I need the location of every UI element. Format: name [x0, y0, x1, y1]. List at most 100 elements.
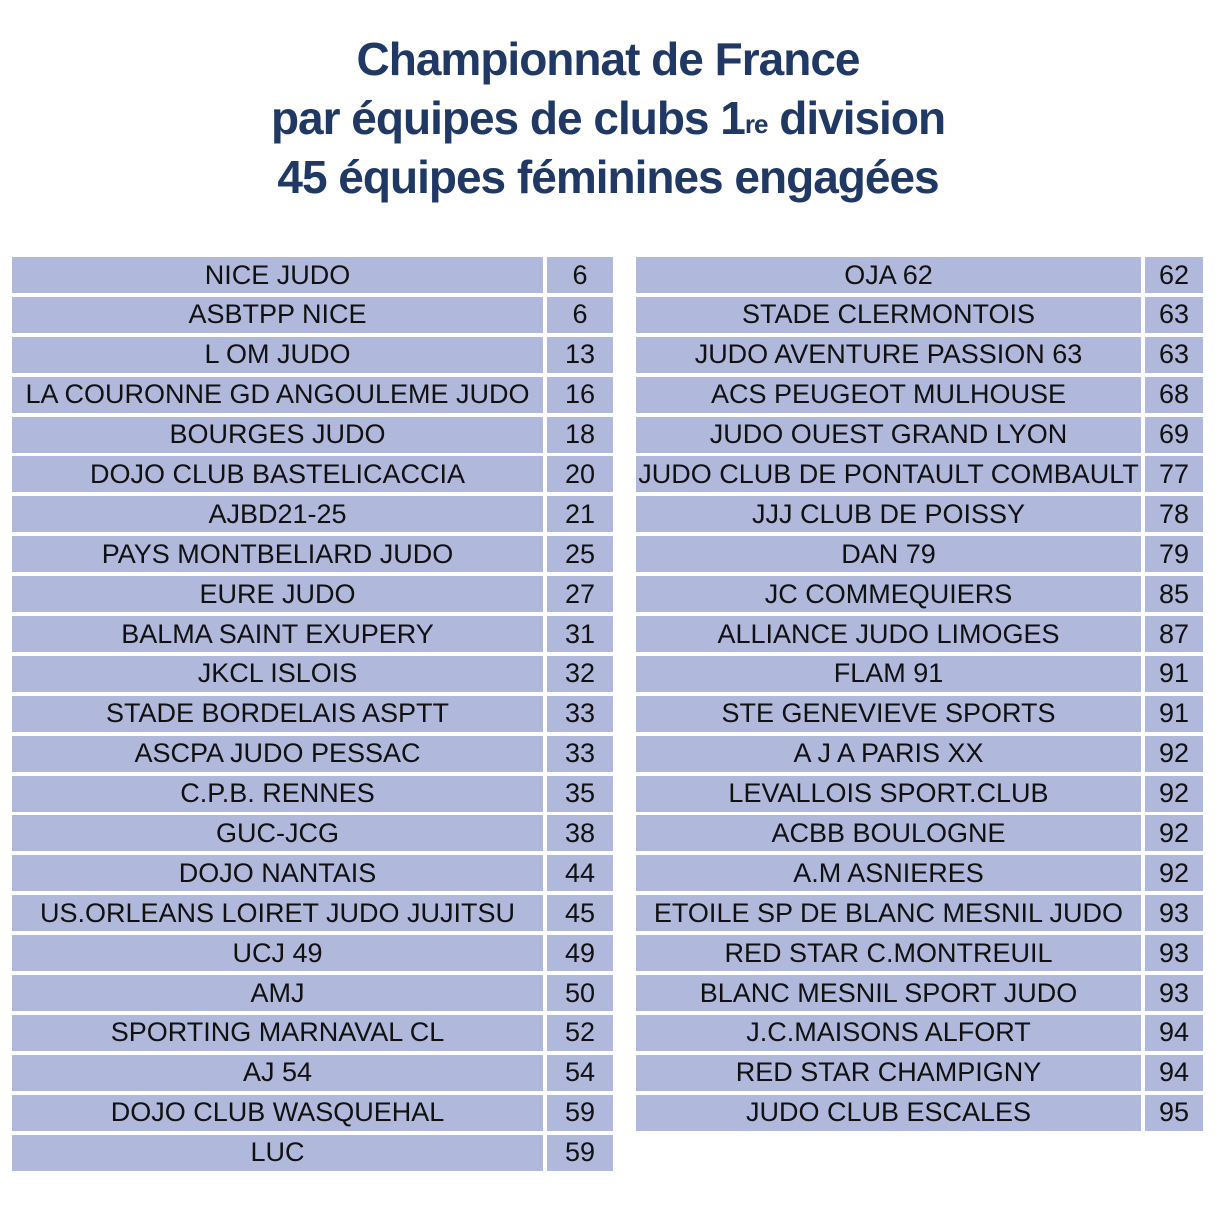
table-row: JJJ CLUB DE POISSY 78 [636, 496, 1203, 533]
title-line-1: Championnat de France [356, 33, 861, 85]
department-number-cell: 91 [1145, 695, 1203, 732]
department-number-cell: 92 [1145, 735, 1203, 772]
table-row: DAN 79 79 [636, 536, 1203, 573]
department-number-cell: 35 [547, 775, 613, 812]
club-name-cell: STE GENEVIEVE SPORTS [636, 695, 1141, 732]
club-name-cell: US.ORLEANS LOIRET JUDO JUJITSU [12, 895, 543, 932]
table-row: RED STAR C.MONTREUIL 93 [636, 935, 1203, 972]
department-number-cell: 38 [547, 815, 613, 852]
club-name-cell: UCJ 49 [12, 935, 543, 972]
department-number-cell: 54 [547, 1054, 613, 1091]
teams-table-right: OJA 62 62 STADE CLERMONTOIS 63 JUDO AVENTURE… [636, 257, 1203, 1135]
table-row: DOJO CLUB WASQUEHAL 59 [12, 1094, 613, 1131]
department-number-cell: 33 [547, 695, 613, 732]
table-row: J.C.MAISONS ALFORT 94 [636, 1014, 1203, 1051]
table-row: L OM JUDO 13 [12, 336, 613, 373]
table-row: AJBD21-25 21 [12, 496, 613, 533]
table-row: FLAM 91 91 [636, 655, 1203, 692]
club-name-cell: PAYS MONTBELIARD JUDO [12, 536, 543, 573]
club-name-cell: L OM JUDO [12, 336, 543, 373]
title-line-2-end: division [767, 92, 946, 144]
table-row: DOJO NANTAIS 44 [12, 855, 613, 892]
department-number-cell: 68 [1145, 376, 1203, 413]
club-name-cell: JJJ CLUB DE POISSY [636, 496, 1141, 533]
department-number-cell: 52 [547, 1014, 613, 1051]
table-row: GUC-JCG 38 [12, 815, 613, 852]
title-line-3: 45 équipes féminines engagées [277, 151, 939, 203]
club-name-cell: NICE JUDO [12, 257, 543, 293]
table-row: AJ 54 54 [12, 1054, 613, 1091]
department-number-cell: 94 [1145, 1054, 1203, 1091]
table-row: ACS PEUGEOT MULHOUSE 68 [636, 376, 1203, 413]
department-number-cell: 93 [1145, 975, 1203, 1012]
department-number-cell: 93 [1145, 895, 1203, 932]
table-row: BOURGES JUDO 18 [12, 416, 613, 453]
table-row: STADE BORDELAIS ASPTT 33 [12, 695, 613, 732]
table-row: ASBTPP NICE 6 [12, 296, 613, 333]
department-number-cell: 77 [1145, 456, 1203, 493]
club-name-cell: ASBTPP NICE [12, 296, 543, 333]
club-name-cell: ACS PEUGEOT MULHOUSE [636, 376, 1141, 413]
department-number-cell: 63 [1145, 296, 1203, 333]
department-number-cell: 95 [1145, 1094, 1203, 1131]
club-name-cell: ETOILE SP DE BLANC MESNIL JUDO [636, 895, 1141, 932]
department-number-cell: 18 [547, 416, 613, 453]
department-number-cell: 33 [547, 735, 613, 772]
club-name-cell: JUDO OUEST GRAND LYON [636, 416, 1141, 453]
table-row: JUDO CLUB DE PONTAULT COMBAULT 77 [636, 456, 1203, 493]
table-row: PAYS MONTBELIARD JUDO 25 [12, 536, 613, 573]
table-row: NICE JUDO 6 [12, 257, 613, 293]
club-name-cell: A.M ASNIERES [636, 855, 1141, 892]
club-name-cell: AJ 54 [12, 1054, 543, 1091]
department-number-cell: 49 [547, 935, 613, 972]
club-name-cell: SPORTING MARNAVAL CL [12, 1014, 543, 1051]
club-name-cell: BOURGES JUDO [12, 416, 543, 453]
department-number-cell: 6 [547, 257, 613, 293]
table-row: ACBB BOULOGNE 92 [636, 815, 1203, 852]
table-row: A.M ASNIERES 92 [636, 855, 1203, 892]
club-name-cell: JUDO CLUB DE PONTAULT COMBAULT [636, 456, 1141, 493]
department-number-cell: 59 [547, 1094, 613, 1131]
title-line-2-main: par équipes de clubs 1 [270, 92, 746, 144]
club-name-cell: EURE JUDO [12, 576, 543, 613]
table-row: DOJO CLUB BASTELICACCIA 20 [12, 456, 613, 493]
club-name-cell: STADE BORDELAIS ASPTT [12, 695, 543, 732]
department-number-cell: 44 [547, 855, 613, 892]
table-row: RED STAR CHAMPIGNY 94 [636, 1054, 1203, 1091]
department-number-cell: 91 [1145, 655, 1203, 692]
table-row: JUDO CLUB ESCALES 95 [636, 1094, 1203, 1131]
department-number-cell: 93 [1145, 935, 1203, 972]
department-number-cell: 27 [547, 576, 613, 613]
department-number-cell: 92 [1145, 775, 1203, 812]
club-name-cell: ALLIANCE JUDO LIMOGES [636, 616, 1141, 653]
department-number-cell: 16 [547, 376, 613, 413]
club-name-cell: AJBD21-25 [12, 496, 543, 533]
table-row: JUDO AVENTURE PASSION 63 63 [636, 336, 1203, 373]
club-name-cell: JKCL ISLOIS [12, 655, 543, 692]
department-number-cell: 63 [1145, 336, 1203, 373]
table-row: LA COURONNE GD ANGOULEME JUDO 16 [12, 376, 613, 413]
page-title: Championnat de France par équipes de clu… [0, 30, 1216, 207]
department-number-cell: 92 [1145, 815, 1203, 852]
club-name-cell: ACBB BOULOGNE [636, 815, 1141, 852]
table-row: SPORTING MARNAVAL CL 52 [12, 1014, 613, 1051]
table-row: ALLIANCE JUDO LIMOGES 87 [636, 616, 1203, 653]
table-row: OJA 62 62 [636, 257, 1203, 293]
club-name-cell: RED STAR C.MONTREUIL [636, 935, 1141, 972]
club-name-cell: JUDO CLUB ESCALES [636, 1094, 1141, 1131]
title-superscript: re [744, 109, 769, 139]
department-number-cell: 13 [547, 336, 613, 373]
club-name-cell: DOJO CLUB WASQUEHAL [12, 1094, 543, 1131]
club-name-cell: DOJO NANTAIS [12, 855, 543, 892]
table-row: A J A PARIS XX 92 [636, 735, 1203, 772]
department-number-cell: 94 [1145, 1014, 1203, 1051]
club-name-cell: GUC-JCG [12, 815, 543, 852]
department-number-cell: 25 [547, 536, 613, 573]
department-number-cell: 92 [1145, 855, 1203, 892]
department-number-cell: 85 [1145, 576, 1203, 613]
club-name-cell: BALMA SAINT EXUPERY [12, 616, 543, 653]
department-number-cell: 87 [1145, 616, 1203, 653]
table-row: STADE CLERMONTOIS 63 [636, 296, 1203, 333]
club-name-cell: OJA 62 [636, 257, 1141, 293]
department-number-cell: 31 [547, 616, 613, 653]
